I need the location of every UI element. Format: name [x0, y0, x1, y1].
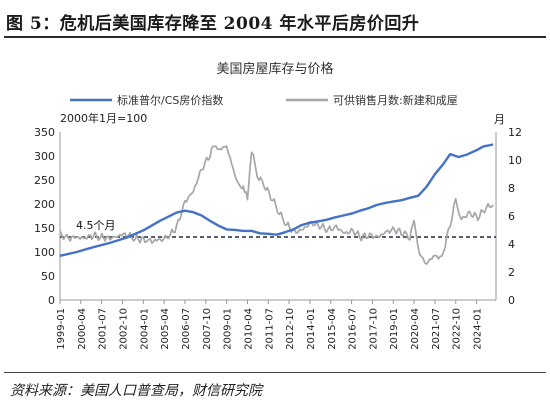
- right-axis-note: 月: [494, 113, 505, 126]
- x-tick-label: 2020-04: [410, 308, 421, 350]
- x-tick-label: 2021-07: [431, 308, 442, 350]
- y-left-tick-label: 350: [34, 126, 55, 139]
- axes: 0 50 100 150 200 250 300 350 0 2 4 6 8 10 12: [34, 126, 522, 307]
- y-left-tick-label: 150: [34, 222, 55, 235]
- y-left-tick-label: 300: [34, 150, 55, 163]
- chart-title: 美国房屋库存与价格: [216, 61, 333, 77]
- x-tick-label: 2019-01: [389, 308, 400, 350]
- series-line-months-supply: [59, 145, 494, 265]
- y-right-tick-label: 8: [508, 182, 515, 195]
- figure-source: 资料来源：美国人口普查局，财信研究院: [10, 383, 262, 399]
- legend-label-months-supply: 可供销售月数:新建和成屋: [333, 93, 458, 107]
- series-line-price-index: [59, 143, 494, 257]
- reference-annotation: 4.5个月: [76, 219, 116, 232]
- figure-title: 图 5：危机后美国库存降至 2004 年水平后房价回升: [6, 14, 420, 34]
- y-right-tick-label: 4: [508, 238, 515, 251]
- y-left-tick-label: 50: [41, 270, 55, 283]
- footer-divider: [4, 372, 546, 373]
- x-tick-label: 2010-04: [243, 308, 254, 350]
- x-tick-label: 2002-10: [118, 308, 129, 350]
- y-left-tick-label: 0: [48, 294, 55, 307]
- series-layer: [59, 143, 494, 265]
- x-tick-label: 2014-01: [306, 308, 317, 350]
- y-right-tick-label: 12: [508, 126, 522, 139]
- legend: 标准普尔/CS房价指数 可供销售月数:新建和成屋: [70, 93, 458, 107]
- y-left-tick-label: 200: [34, 198, 55, 211]
- y-right-tick-label: 2: [508, 266, 515, 279]
- x-tick-label: 2007-10: [202, 308, 213, 350]
- x-tick-label: 2011-07: [264, 308, 275, 350]
- y-right-tick-label: 6: [508, 210, 515, 223]
- x-tick-label: 2001-07: [98, 308, 109, 350]
- x-tick-labels: 1999-01 2000-04 2001-07 2002-10 2004-01 2005-…: [56, 308, 484, 350]
- x-tick-label: 2009-01: [223, 308, 234, 350]
- legend-label-price-index: 标准普尔/CS房价指数: [117, 93, 223, 107]
- x-tick-label: 2017-10: [368, 308, 379, 350]
- figure-header: 图 5：危机后美国库存降至 2004 年水平后房价回升: [4, 4, 546, 38]
- x-tick-label: 2022-10: [452, 308, 463, 350]
- x-tick-label: 1999-01: [56, 308, 67, 350]
- x-tick-label: 2004-01: [139, 308, 150, 350]
- x-tick-label: 2016-07: [348, 308, 359, 350]
- y-left-tick-label: 250: [34, 174, 55, 187]
- x-tick-label: 2000-04: [77, 308, 88, 350]
- x-tick-label: 2024-01: [473, 308, 484, 350]
- x-tick-label: 2006-07: [181, 308, 192, 350]
- y-right-tick-label: 0: [508, 294, 515, 307]
- y-left-tick-label: 100: [34, 246, 55, 259]
- x-tick-label: 2015-04: [327, 308, 338, 350]
- x-tick-label: 2012-10: [285, 308, 296, 350]
- left-axis-note: 2000年1月=100: [60, 111, 147, 125]
- y-right-tick-label: 10: [508, 154, 522, 167]
- x-tick-label: 2005-04: [160, 308, 171, 350]
